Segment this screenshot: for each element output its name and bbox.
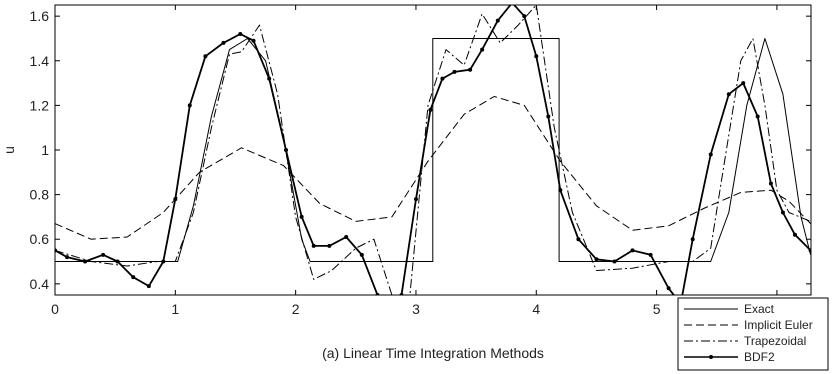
data-point-bdf2 [83, 259, 88, 264]
data-point-bdf2 [311, 243, 316, 248]
legend-box [677, 297, 829, 371]
y-tick-label: 1.2 [30, 97, 50, 113]
legend: Exact Implicit Euler Trapezoidal BDF2 [677, 297, 829, 371]
data-point-bdf2 [221, 40, 226, 45]
legend-label-trapezoidal: Trapezoidal [744, 334, 806, 348]
data-point-bdf2 [146, 284, 151, 289]
data-point-bdf2 [534, 54, 539, 59]
x-tick-label: 0 [51, 301, 59, 317]
data-point-bdf2 [768, 181, 773, 186]
data-point-bdf2 [480, 47, 485, 52]
data-point-bdf2 [65, 255, 70, 260]
legend-label-implicit-euler: Implicit Euler [744, 318, 813, 332]
data-point-bdf2 [792, 232, 797, 237]
y-tick-label: 0.8 [30, 187, 50, 203]
data-point-bdf2 [708, 152, 713, 157]
x-tick-label: 3 [412, 301, 420, 317]
data-point-bdf2 [780, 210, 785, 215]
y-tick-label: 1.6 [30, 8, 50, 24]
data-point-bdf2 [808, 248, 811, 253]
data-point-bdf2 [755, 114, 760, 119]
data-point-bdf2 [666, 286, 671, 291]
data-point-bdf2 [413, 197, 418, 202]
data-point-bdf2 [440, 76, 445, 81]
data-point-bdf2 [576, 237, 581, 242]
data-point-bdf2 [203, 54, 208, 59]
data-point-bdf2 [648, 252, 653, 257]
data-point-bdf2 [299, 214, 304, 219]
data-point-bdf2 [594, 257, 599, 262]
x-tick-label: 1 [171, 301, 179, 317]
chart-caption: (a) Linear Time Integration Methods [322, 345, 544, 361]
y-tick-label: 1 [41, 142, 49, 158]
data-point-bdf2 [238, 32, 243, 36]
data-point-bdf2 [284, 148, 289, 152]
data-point-bdf2 [630, 248, 635, 253]
y-tick-label: 1.4 [30, 53, 50, 69]
series-line-implicit-euler [55, 96, 811, 240]
x-tick-label: 2 [292, 301, 300, 317]
data-point-bdf2 [452, 69, 457, 74]
data-point-bdf2 [359, 252, 364, 257]
data-point-bdf2 [267, 76, 272, 81]
data-point-bdf2 [327, 243, 332, 248]
series-layer [55, 1, 811, 306]
data-point-bdf2 [546, 114, 551, 119]
data-point-bdf2 [612, 259, 617, 264]
data-point-bdf2 [344, 235, 349, 239]
data-point-bdf2 [161, 259, 166, 264]
series-line-bdf2 [55, 5, 811, 295]
data-point-bdf2 [558, 188, 563, 193]
data-point-bdf2 [384, 302, 388, 306]
data-point-bdf2 [522, 14, 527, 19]
data-point-bdf2 [726, 92, 731, 97]
data-point-bdf2 [468, 67, 473, 72]
data-point-bdf2 [251, 38, 256, 43]
x-tick-label: 5 [653, 301, 661, 317]
series-line-trapezoidal [55, 5, 811, 295]
legend-label-bdf2: BDF2 [744, 350, 775, 364]
data-point-bdf2 [428, 107, 433, 112]
y-tick-label: 0.6 [30, 231, 50, 247]
data-point-bdf2 [131, 275, 136, 280]
y-axis-label: u [1, 146, 17, 154]
x-tick-label: 4 [532, 301, 540, 317]
axis-layer: 01234560.40.60.811.21.41.6 [30, 5, 811, 317]
data-point-bdf2 [510, 1, 514, 5]
data-point-bdf2 [741, 81, 746, 86]
legend-label-exact: Exact [744, 302, 775, 316]
legend-marker-bdf2 [709, 355, 713, 359]
data-point-bdf2 [115, 259, 120, 264]
series-line-exact [55, 38, 811, 262]
data-point-bdf2 [495, 18, 500, 23]
data-point-bdf2 [187, 103, 192, 108]
data-point-bdf2 [690, 237, 695, 242]
data-point-bdf2 [101, 252, 106, 257]
data-point-bdf2 [173, 197, 178, 202]
y-tick-label: 0.4 [30, 276, 50, 292]
